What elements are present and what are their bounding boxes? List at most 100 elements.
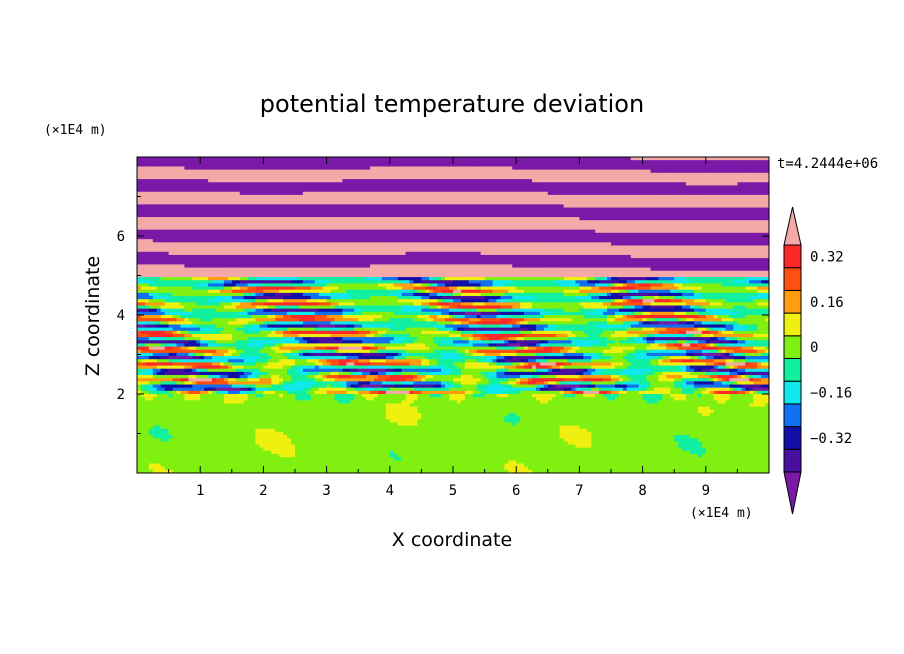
field-cell [397,210,403,215]
field-cell [626,217,632,221]
field-cell [504,163,509,168]
field-cell [575,207,580,212]
field-cell [697,157,703,161]
field-cell [413,198,419,202]
field-cell [358,182,363,187]
field-cell [433,166,438,171]
field-cell [208,160,213,164]
field-cell [401,248,407,253]
field-cell [453,185,458,190]
field-cell [334,210,340,215]
field-cell [484,248,490,253]
field-cell [295,226,300,231]
field-cell [172,245,178,250]
field-cell [405,223,411,228]
field-cell [650,223,656,228]
field-cell [354,236,359,240]
field-cell [567,198,573,202]
field-cell [642,226,648,231]
field-cell [302,204,308,209]
field-cell [374,232,379,237]
field-cell [208,232,213,237]
field-cell [520,191,525,196]
field-cell [271,198,276,202]
field-cell [460,185,466,190]
field-cell [547,223,553,228]
field-cell [693,198,699,202]
field-cell [745,172,750,177]
field-cell [504,220,509,224]
field-cell [366,169,371,174]
field-cell [729,194,735,199]
field-cell [295,213,300,218]
field-cell [630,223,636,228]
field-cell [614,248,620,253]
field-cell [192,232,197,237]
field-cell [729,229,735,234]
field-cell [757,210,762,215]
field-cell [496,163,501,168]
field-cell [532,157,537,161]
field-cell [488,182,494,187]
field-cell [524,163,529,168]
field-cell [563,169,569,174]
field-cell [595,207,600,212]
field-cell [385,236,391,240]
field-cell [346,204,351,209]
field-cell [231,223,237,228]
field-cell [172,191,178,196]
field-cell [417,213,422,218]
field-cell [713,169,719,174]
field-cell [334,204,340,209]
field-cell [247,204,253,209]
field-cell [326,169,332,174]
field-cell [516,226,521,231]
field-cell [468,157,474,161]
field-cell [156,213,162,218]
field-cell [350,198,355,202]
field-cell [749,223,754,228]
field-cell [630,229,636,234]
field-cell [508,182,513,187]
field-cell [354,207,359,212]
field-cell [670,213,675,218]
field-cell [263,226,268,231]
field-cell [456,232,462,237]
field-cell [283,248,288,253]
field-cell [322,207,328,212]
field-cell [338,217,343,221]
field-cell [662,175,667,180]
field-cell [385,213,391,218]
field-cell [713,191,719,196]
field-cell [520,185,525,190]
field-cell [271,166,276,171]
field-cell [587,160,592,164]
field-cell [310,185,316,190]
field-cell [409,239,415,243]
field-cell [456,213,462,218]
field-cell [445,160,450,164]
field-cell [374,210,379,215]
field-cell [626,172,632,177]
field-cell [571,217,577,221]
field-cell [555,185,561,190]
field-cell [591,166,596,171]
field-cell [721,191,727,196]
field-cell [366,223,371,228]
field-cell [251,239,257,243]
field-cell [227,169,233,174]
field-cell [717,157,723,161]
field-cell [543,157,549,161]
field-cell [322,213,328,218]
field-cell [425,236,430,240]
field-cell [322,160,328,164]
field-cell [275,210,280,215]
field-cell [468,201,474,205]
field-cell [291,163,296,168]
field-cell [611,248,616,253]
field-cell [283,239,288,243]
field-cell [302,229,308,234]
field-cell [385,242,391,247]
field-cell [654,194,659,199]
field-cell [172,201,178,205]
